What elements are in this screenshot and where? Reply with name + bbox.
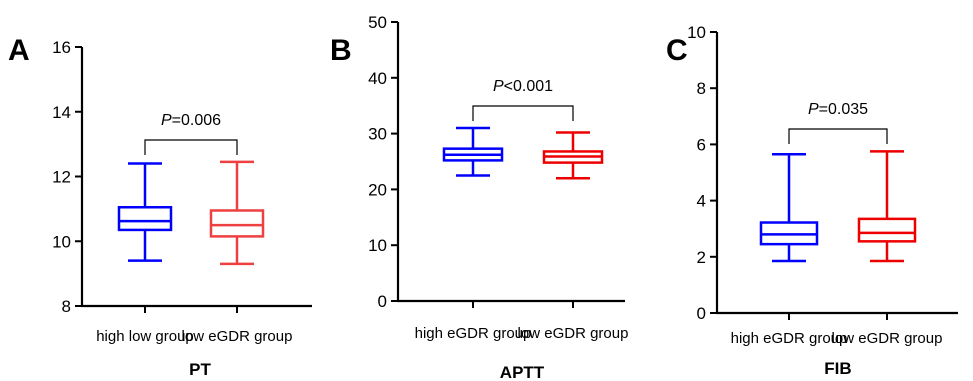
x-category-label: high eGDR group — [415, 325, 532, 342]
significance-bracket — [472, 105, 574, 121]
chart-title: APTT — [500, 363, 545, 381]
box-plot — [542, 131, 604, 180]
chart-title: FIB — [824, 359, 851, 378]
box-plot — [857, 150, 917, 263]
box-plot — [759, 152, 819, 263]
y-tick-label: 40 — [368, 69, 387, 88]
y-tick-label: 8 — [62, 297, 71, 316]
panel-letter: B — [330, 34, 352, 67]
x-category-label: low eGDR group — [182, 328, 293, 345]
panel-letter: A — [8, 34, 30, 67]
y-tick-label: 6 — [697, 135, 706, 154]
p-symbol: P — [161, 112, 172, 129]
p-value-label: P=0.035 — [808, 101, 868, 118]
y-tick-label: 2 — [697, 248, 706, 267]
chart-title: PT — [189, 360, 211, 379]
y-tick-label: 10 — [687, 23, 706, 42]
p-value-text: =0.006 — [172, 112, 221, 129]
y-tick-label: 14 — [52, 103, 71, 122]
significance-bracket — [788, 128, 888, 144]
p-value-text: =0.035 — [819, 101, 868, 118]
box-plot — [117, 162, 173, 262]
iqr-box — [209, 209, 265, 238]
y-tick-label: 8 — [697, 79, 706, 98]
y-tick-label: 50 — [368, 13, 387, 32]
x-category-label: high eGDR group — [731, 330, 848, 347]
panel-letter: C — [666, 34, 688, 67]
p-value-label: P<0.001 — [493, 78, 553, 95]
x-category-label: low eGDR group — [832, 330, 943, 347]
box-plot — [442, 126, 504, 177]
y-tick-label: 0 — [697, 304, 706, 323]
y-tick-label: 16 — [52, 38, 71, 57]
y-tick-label: 20 — [368, 180, 387, 199]
x-category-label: high low group — [96, 328, 194, 345]
iqr-box — [857, 217, 917, 243]
p-symbol: P — [493, 78, 504, 95]
y-tick-label: 4 — [697, 192, 706, 211]
p-symbol: P — [808, 101, 819, 118]
y-tick-label: 12 — [52, 168, 71, 187]
box-plot — [209, 160, 265, 266]
y-tick-label: 30 — [368, 125, 387, 144]
y-tick-label: 0 — [378, 292, 387, 311]
iqr-box — [117, 206, 173, 232]
x-category-label: low eGDR group — [518, 325, 629, 342]
significance-bracket — [144, 139, 238, 155]
y-tick-label: 10 — [52, 232, 71, 251]
p-value-label: P=0.006 — [161, 112, 221, 129]
p-value-text: <0.001 — [504, 78, 553, 95]
y-tick-label: 10 — [368, 236, 387, 255]
